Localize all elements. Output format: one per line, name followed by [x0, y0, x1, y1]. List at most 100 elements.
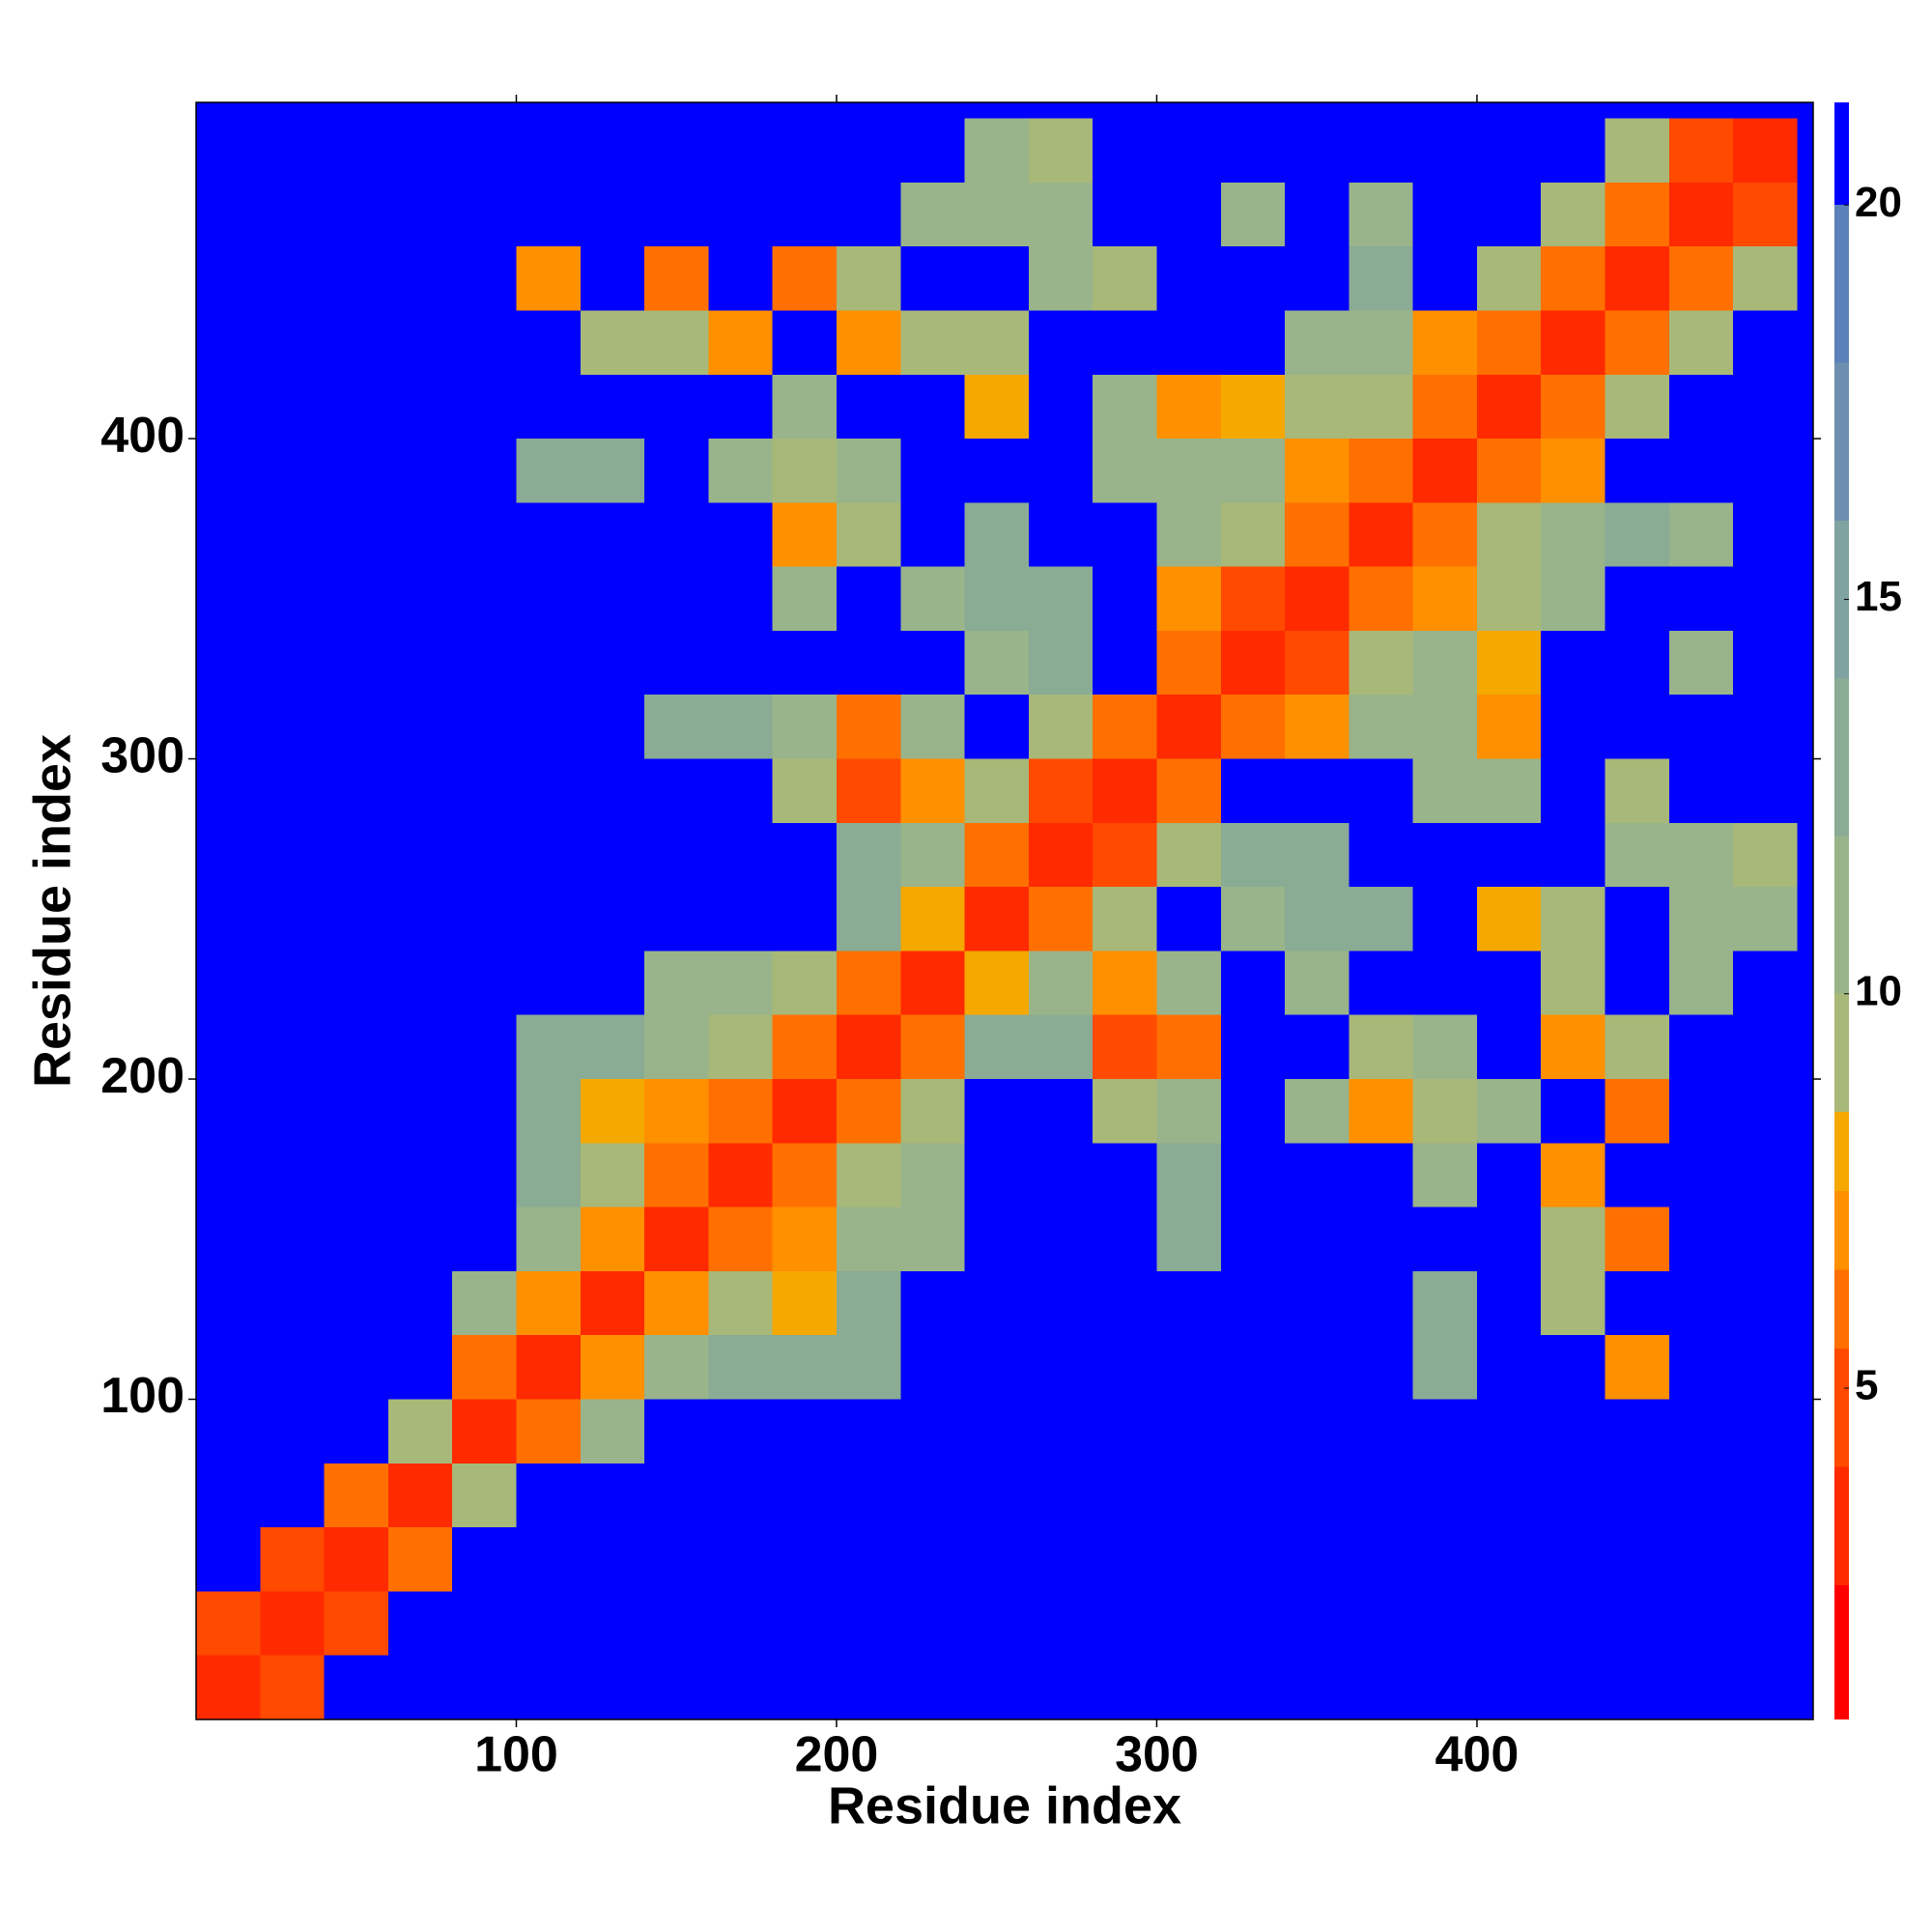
- cell: [324, 1527, 388, 1592]
- cell: [1349, 1207, 1413, 1271]
- cell: [516, 822, 581, 888]
- cell: [1668, 822, 1734, 888]
- cell: [1476, 310, 1542, 375]
- cell: [1733, 1655, 1798, 1719]
- cell: [1605, 951, 1669, 1015]
- cell: [324, 182, 388, 247]
- colorbar-tick-label: 5: [1855, 1362, 1878, 1409]
- cell: [772, 822, 837, 888]
- cell: [387, 439, 453, 503]
- cell: [1156, 310, 1221, 375]
- cell: [1093, 1014, 1157, 1080]
- cell: [196, 182, 261, 247]
- cell: [1093, 1270, 1157, 1336]
- cell: [260, 1335, 325, 1400]
- cell: [1093, 1655, 1157, 1719]
- cell: [1541, 1143, 1605, 1208]
- cell: [772, 1655, 837, 1719]
- cell: [1733, 630, 1798, 696]
- cell: [324, 1463, 388, 1528]
- cell: [452, 887, 517, 952]
- cell: [1349, 1014, 1413, 1080]
- cell: [900, 374, 965, 440]
- cell: [452, 951, 517, 1015]
- cell: [1285, 502, 1350, 567]
- cell: [516, 439, 581, 503]
- cell: [260, 1655, 325, 1719]
- cell: [1028, 887, 1094, 952]
- cell: [324, 1270, 388, 1336]
- cell: [1733, 1079, 1798, 1144]
- cell: [1349, 1655, 1413, 1719]
- cell: [196, 822, 261, 888]
- colorbar-band: [1834, 1190, 1849, 1270]
- cell: [1156, 1207, 1221, 1271]
- cell: [1605, 630, 1669, 696]
- cell: [772, 310, 837, 375]
- cell: [964, 1655, 1029, 1719]
- cell: [1733, 502, 1798, 567]
- cell: [1668, 887, 1734, 952]
- cell: [1733, 246, 1798, 311]
- cell: [324, 1143, 388, 1208]
- cell: [836, 1527, 901, 1592]
- cell: [836, 439, 901, 503]
- cell: [580, 695, 645, 759]
- cell: [1412, 1207, 1477, 1271]
- cell: [1476, 1270, 1542, 1336]
- cell: [1285, 822, 1350, 888]
- cell: [452, 1655, 517, 1719]
- cell: [387, 1399, 453, 1463]
- cell: [1093, 502, 1157, 567]
- cell: [324, 246, 388, 311]
- cell: [708, 887, 773, 952]
- colorbar-band: [1834, 1585, 1849, 1719]
- cell: [580, 374, 645, 440]
- colorbar-tick-label: 15: [1855, 573, 1902, 620]
- cell: [1668, 1591, 1734, 1656]
- cell: [1541, 1527, 1605, 1592]
- cell: [900, 246, 965, 311]
- cell: [1156, 1079, 1221, 1144]
- cell: [387, 1014, 453, 1080]
- cell: [1093, 1079, 1157, 1144]
- cell: [516, 566, 581, 631]
- cell: [1028, 1143, 1094, 1208]
- cell: [964, 1463, 1029, 1528]
- cell: [580, 887, 645, 952]
- cell: [516, 951, 581, 1015]
- cell: [964, 1399, 1029, 1463]
- cell: [1668, 695, 1734, 759]
- cell: [1733, 182, 1798, 247]
- cell: [452, 1335, 517, 1400]
- cell: [708, 695, 773, 759]
- cell: [196, 118, 261, 183]
- cell: [387, 1527, 453, 1592]
- cell: [1349, 439, 1413, 503]
- cell: [580, 1463, 645, 1528]
- cell: [964, 758, 1029, 823]
- cell: [1156, 118, 1221, 183]
- cell: [1220, 951, 1286, 1015]
- cell: [1541, 1270, 1605, 1336]
- cell: [516, 1527, 581, 1592]
- cell: [1668, 758, 1734, 823]
- cell: [964, 630, 1029, 696]
- cell: [324, 822, 388, 888]
- cell: [1541, 758, 1605, 823]
- cell: [1412, 310, 1477, 375]
- cell: [644, 951, 709, 1015]
- cell: [196, 630, 261, 696]
- cell: [708, 1270, 773, 1336]
- colorbar-band: [1834, 520, 1849, 679]
- cell: [260, 1591, 325, 1656]
- cell: [836, 310, 901, 375]
- cell: [644, 1591, 709, 1656]
- cell: [1541, 1079, 1605, 1144]
- cell: [836, 566, 901, 631]
- cell: [644, 695, 709, 759]
- cell: [1412, 630, 1477, 696]
- cell: [1605, 822, 1669, 888]
- cell: [1412, 1655, 1477, 1719]
- cell: [196, 1079, 261, 1144]
